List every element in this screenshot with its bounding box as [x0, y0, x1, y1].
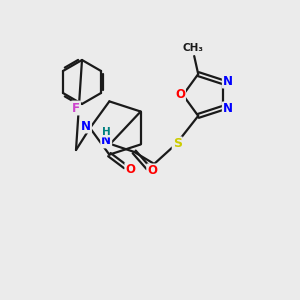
Text: O: O [125, 163, 135, 176]
Text: N: N [223, 75, 233, 88]
Text: S: S [173, 137, 182, 150]
Text: N: N [81, 119, 91, 133]
Text: H: H [102, 127, 111, 137]
Text: O: O [147, 164, 157, 177]
Text: CH₃: CH₃ [183, 43, 204, 53]
Text: O: O [175, 88, 185, 100]
Text: F: F [72, 101, 80, 115]
Text: N: N [223, 102, 233, 116]
Text: N: N [101, 134, 111, 147]
